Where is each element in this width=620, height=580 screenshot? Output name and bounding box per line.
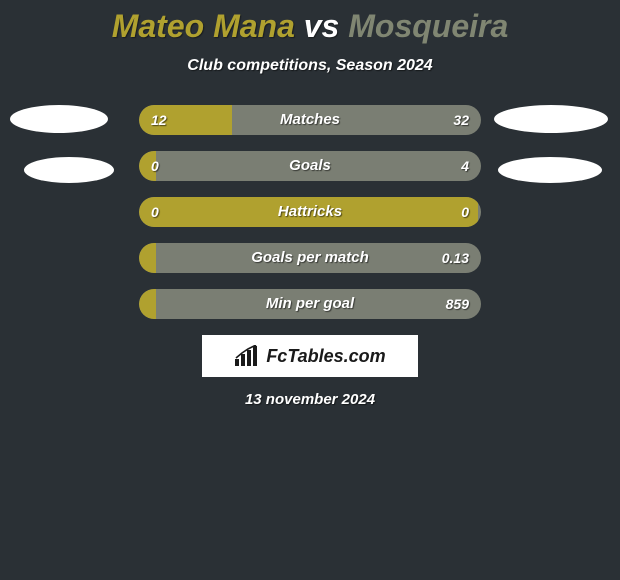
stat-value-right: 859 bbox=[446, 289, 469, 319]
stat-row: Goals0 4 bbox=[139, 151, 481, 181]
brand-badge: FcTables.com bbox=[202, 335, 418, 377]
comparison-card: Mateo Mana vs Mosqueira Club competition… bbox=[0, 0, 620, 408]
stat-row: Goals per match0.13 bbox=[139, 243, 481, 273]
stat-value-left: 12 bbox=[151, 105, 167, 135]
stat-label: Goals per match bbox=[139, 243, 481, 273]
stat-row: Hattricks0 0 bbox=[139, 197, 481, 227]
date-text: 13 november 2024 bbox=[0, 391, 620, 408]
stat-value-right: 32 bbox=[453, 105, 469, 135]
stat-label: Matches bbox=[139, 105, 481, 135]
title-player1: Mateo Mana bbox=[112, 8, 295, 44]
stat-value-right: 4 bbox=[461, 151, 469, 181]
stat-row: Matches12 32 bbox=[139, 105, 481, 135]
title-player2: Mosqueira bbox=[348, 8, 508, 44]
title-vs: vs bbox=[304, 8, 340, 44]
stat-value-left: 0 bbox=[151, 151, 159, 181]
subtitle: Club competitions, Season 2024 bbox=[0, 57, 620, 75]
brand-text: FcTables.com bbox=[266, 346, 385, 367]
stat-value-right: 0 bbox=[461, 197, 469, 227]
stat-label: Hattricks bbox=[139, 197, 481, 227]
stat-value-right: 0.13 bbox=[442, 243, 469, 273]
page-title: Mateo Mana vs Mosqueira bbox=[0, 8, 620, 45]
stat-label: Min per goal bbox=[139, 289, 481, 319]
player2-photo-placeholder-bottom bbox=[498, 157, 602, 183]
stat-value-left: 0 bbox=[151, 197, 159, 227]
player1-photo-placeholder-bottom bbox=[24, 157, 114, 183]
stat-row: Min per goal859 bbox=[139, 289, 481, 319]
stats-area: Matches1232Goals04Hattricks00Goals per m… bbox=[0, 105, 620, 319]
bars-icon bbox=[234, 345, 260, 367]
stat-label: Goals bbox=[139, 151, 481, 181]
player2-photo-placeholder-top bbox=[494, 105, 608, 133]
player1-photo-placeholder-top bbox=[10, 105, 108, 133]
